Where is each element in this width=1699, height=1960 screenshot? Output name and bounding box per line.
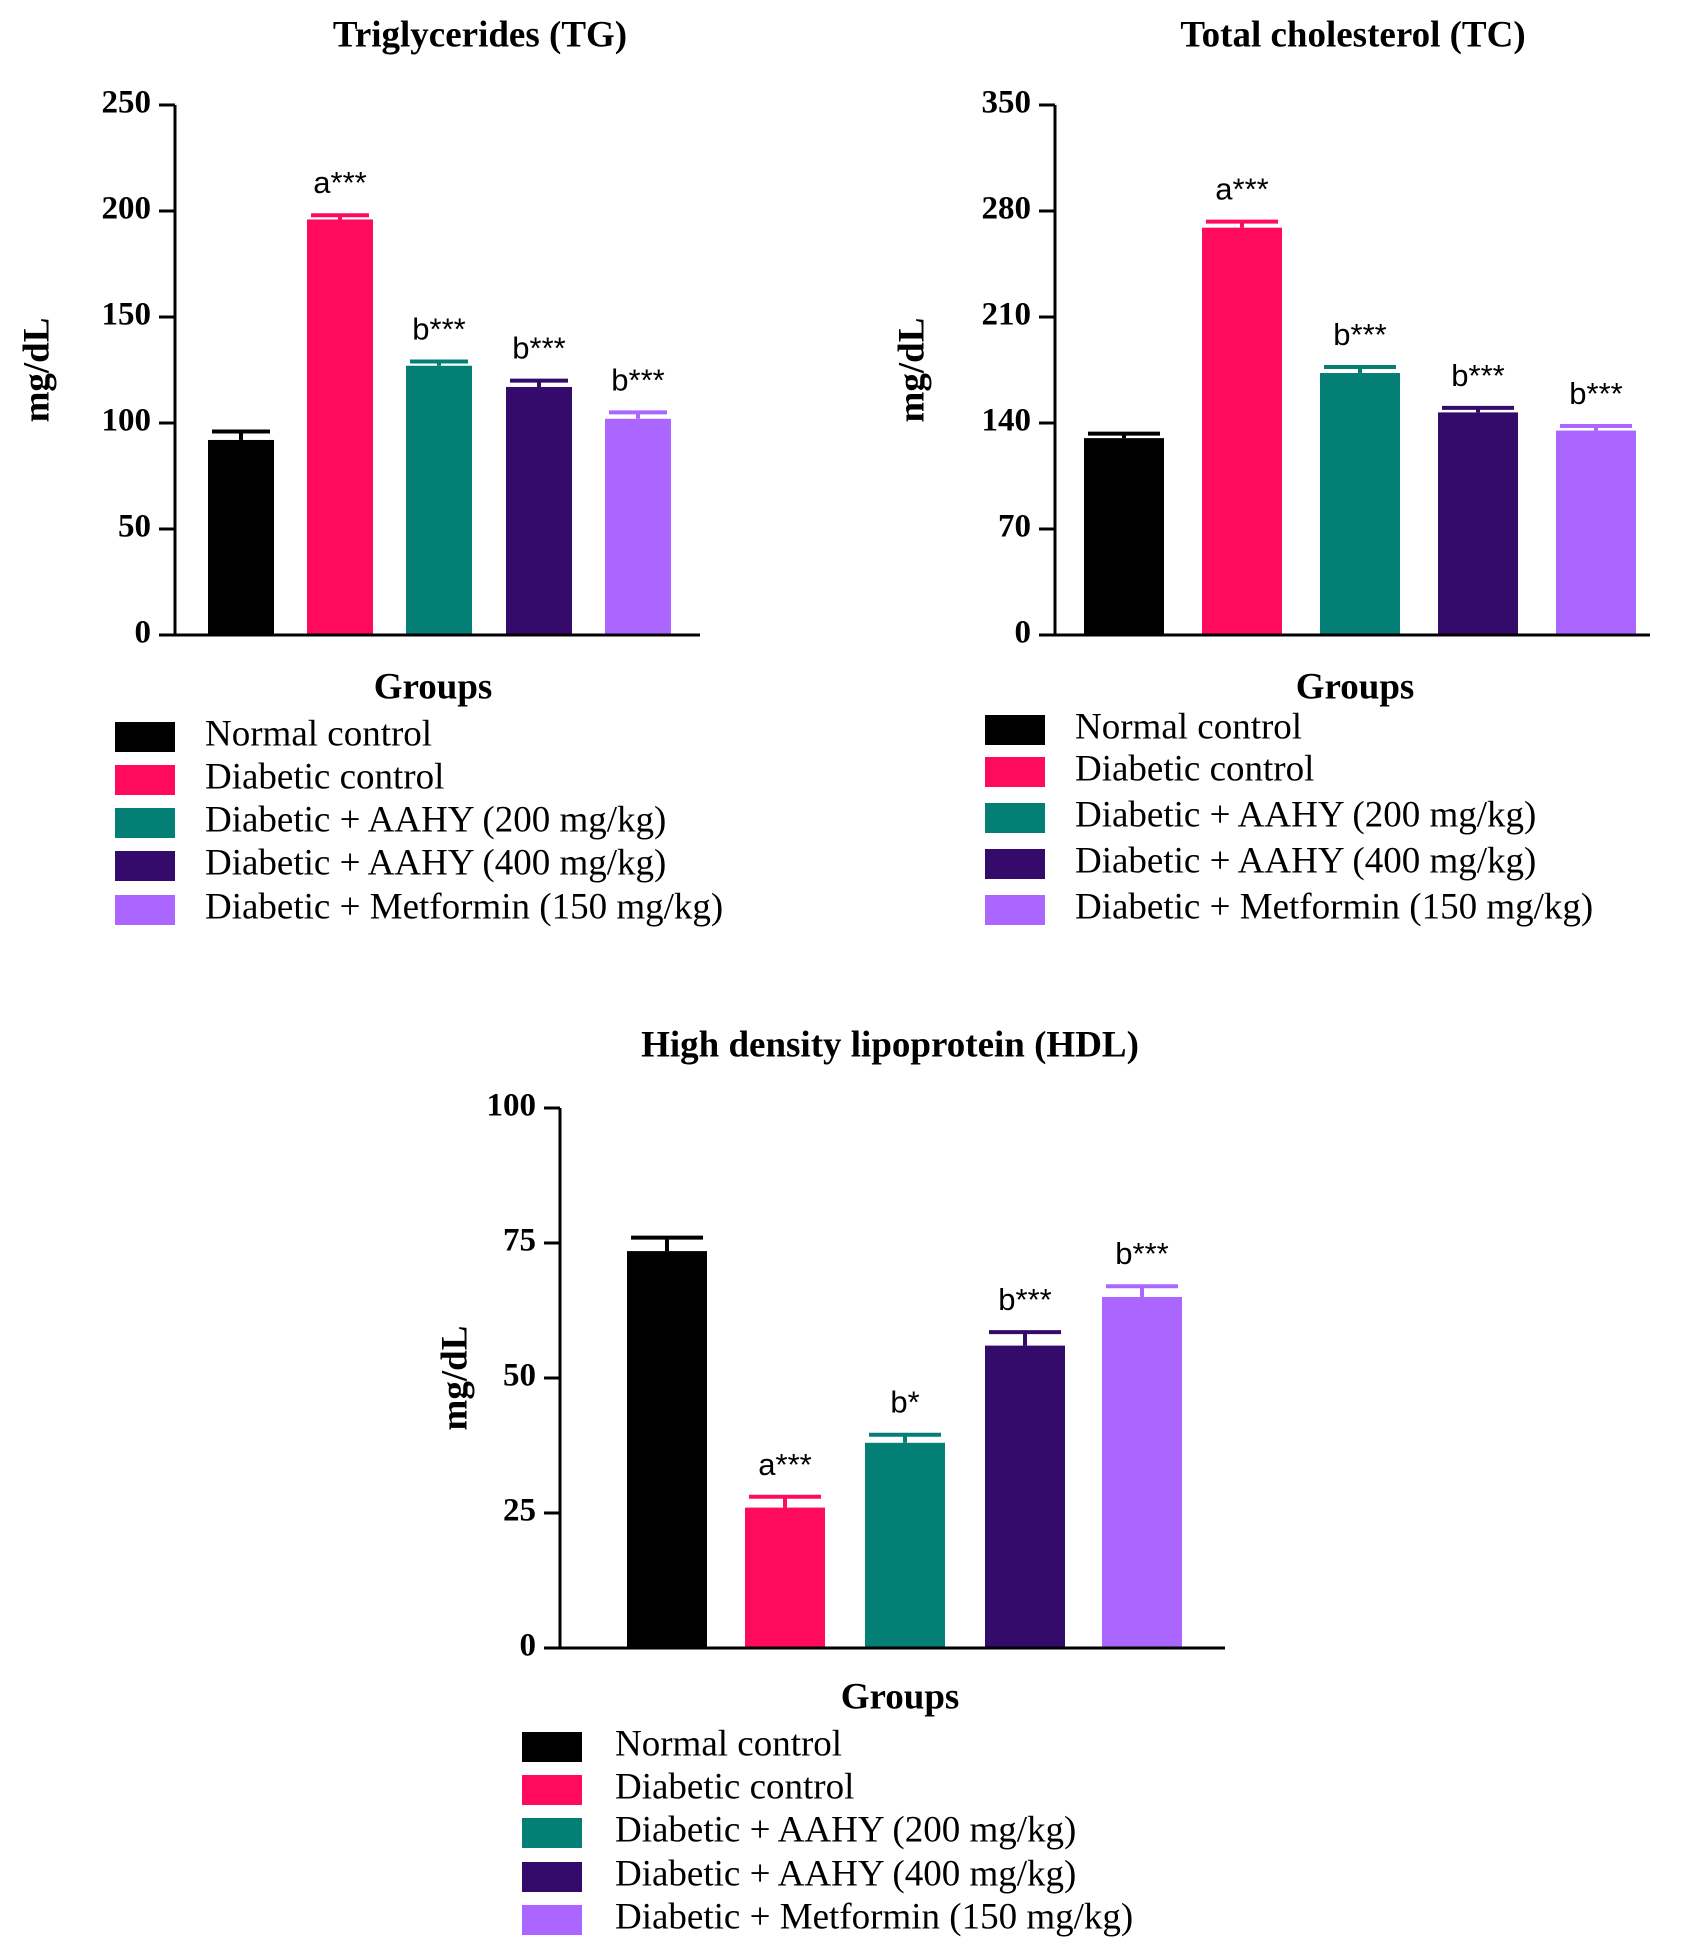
legend-label: Diabetic + AAHY (200 mg/kg) — [1075, 794, 1536, 835]
legend-label: Normal control — [1075, 706, 1302, 747]
bar — [406, 365, 472, 635]
legend-swatch — [115, 722, 175, 752]
significance-label: a*** — [313, 165, 366, 200]
legend-label: Diabetic control — [1075, 748, 1314, 789]
legend-swatch — [115, 808, 175, 838]
legend-swatch — [985, 803, 1045, 833]
significance-label: b* — [890, 1385, 919, 1420]
bar — [865, 1442, 945, 1648]
legend-label: Diabetic control — [205, 756, 444, 797]
y-tick-label: 140 — [982, 403, 1032, 439]
legend-swatch — [522, 1818, 582, 1848]
bar — [1084, 438, 1164, 635]
bar — [1102, 1297, 1182, 1648]
legend-label: Normal control — [615, 1723, 842, 1764]
bar — [627, 1251, 707, 1648]
y-tick-label: 210 — [982, 297, 1032, 333]
bar — [1320, 373, 1400, 635]
legend-label: Diabetic + AAHY (400 mg/kg) — [615, 1853, 1076, 1894]
y-tick-label: 250 — [102, 85, 152, 121]
chart-title: Triglycerides (TG) — [333, 14, 627, 55]
y-tick-label: 25 — [503, 1493, 536, 1529]
x-axis-label: Groups — [841, 1676, 960, 1717]
significance-label: b*** — [611, 362, 664, 397]
y-tick-label: 0 — [520, 1628, 537, 1664]
significance-label: b*** — [998, 1282, 1051, 1317]
legend-swatch — [985, 757, 1045, 787]
legend-swatch — [985, 715, 1045, 745]
significance-label: a*** — [1215, 172, 1268, 207]
legend-swatch — [985, 849, 1045, 879]
significance-label: b*** — [1451, 358, 1504, 393]
chart-title: Total cholesterol (TC) — [1180, 14, 1525, 55]
legend-label: Diabetic + AAHY (200 mg/kg) — [615, 1809, 1076, 1850]
bar — [1438, 412, 1518, 635]
y-tick-label: 350 — [982, 85, 1032, 121]
legend-swatch — [985, 895, 1045, 925]
significance-label: b*** — [1569, 376, 1622, 411]
legend-swatch — [522, 1775, 582, 1805]
y-tick-label: 0 — [1015, 615, 1032, 651]
legend-swatch — [115, 895, 175, 925]
legend-swatch — [522, 1732, 582, 1762]
chart-panel-1: Triglycerides (TG) mg/dL a*** b*** b*** b*** 0… — [16, 14, 723, 927]
y-tick-label: 150 — [102, 297, 152, 333]
bar — [307, 219, 373, 636]
legend-label: Diabetic + Metformin (150 mg/kg) — [615, 1896, 1133, 1937]
bar — [506, 386, 572, 635]
legend-label: Diabetic + AAHY (200 mg/kg) — [205, 799, 666, 840]
y-tick-label: 50 — [118, 509, 151, 545]
y-axis-label: mg/dL — [891, 318, 932, 423]
chart-title: High density lipoprotein (HDL) — [641, 1024, 1139, 1065]
y-tick-label: 100 — [102, 403, 152, 439]
x-axis-label: Groups — [374, 666, 493, 707]
chart-panel-2: Total cholesterol (TC) mg/dL a*** b*** b*** b… — [891, 14, 1650, 927]
y-tick-label: 75 — [503, 1223, 536, 1259]
y-tick-label: 280 — [982, 191, 1032, 227]
legend-swatch — [522, 1862, 582, 1892]
bar — [1202, 227, 1282, 635]
significance-label: b*** — [1115, 1236, 1168, 1271]
significance-label: b*** — [1333, 317, 1386, 352]
y-tick-label: 0 — [135, 615, 152, 651]
chart-panel-3: High density lipoprotein (HDL) mg/dL a*** b… — [434, 1024, 1225, 1937]
legend-label: Diabetic + AAHY (400 mg/kg) — [1075, 840, 1536, 881]
bar — [745, 1507, 825, 1648]
significance-label: a*** — [758, 1447, 811, 1482]
legend-label: Diabetic + Metformin (150 mg/kg) — [1075, 886, 1593, 927]
legend-label: Normal control — [205, 713, 432, 754]
significance-label: b*** — [412, 312, 465, 347]
legend-swatch — [115, 765, 175, 795]
y-tick-label: 70 — [998, 509, 1031, 545]
significance-label: b*** — [512, 331, 565, 366]
legend-swatch — [522, 1905, 582, 1935]
y-tick-label: 100 — [487, 1088, 537, 1124]
bar — [1556, 430, 1636, 635]
x-axis-label: Groups — [1296, 666, 1415, 707]
legend-label: Diabetic control — [615, 1766, 854, 1807]
y-tick-label: 50 — [503, 1358, 536, 1394]
legend-label: Diabetic + AAHY (400 mg/kg) — [205, 842, 666, 883]
legend-swatch — [115, 851, 175, 881]
bar — [985, 1345, 1065, 1648]
bar — [605, 418, 671, 635]
bar — [208, 439, 274, 635]
legend-label: Diabetic + Metformin (150 mg/kg) — [205, 886, 723, 927]
y-axis-label: mg/dL — [434, 1326, 475, 1431]
y-axis-label: mg/dL — [16, 318, 57, 423]
y-tick-label: 200 — [102, 191, 152, 227]
